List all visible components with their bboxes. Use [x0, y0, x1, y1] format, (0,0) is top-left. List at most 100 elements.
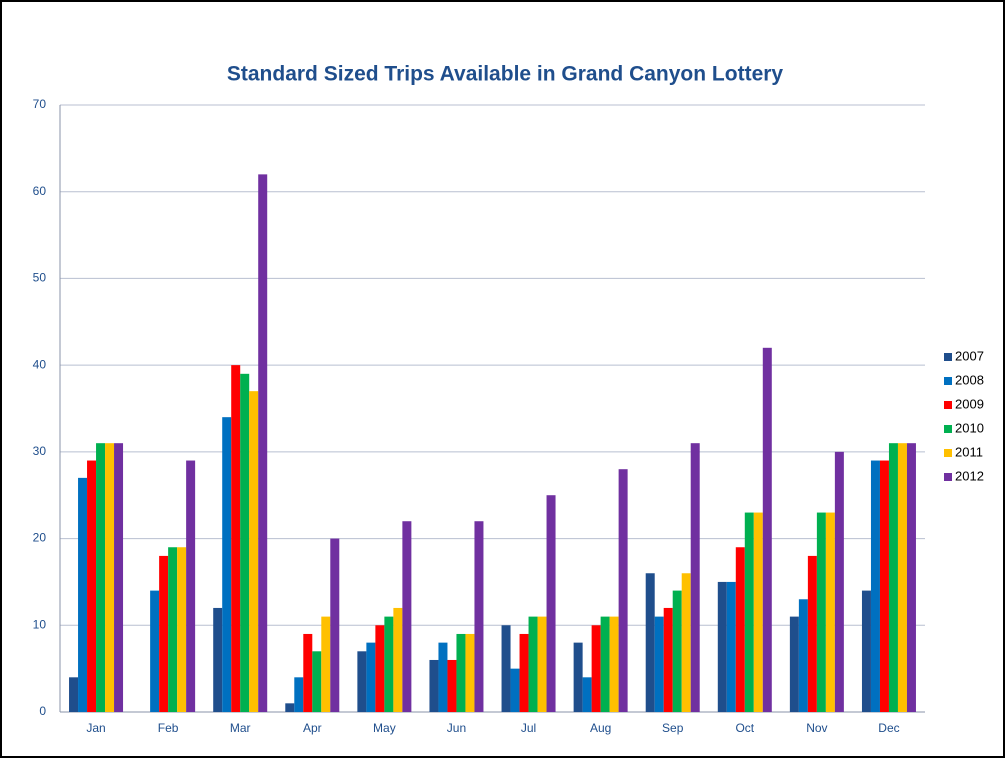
bar — [96, 443, 106, 712]
bar — [159, 555, 169, 712]
bar — [438, 642, 448, 712]
legend-swatch — [944, 473, 952, 481]
x-tick-label: Mar — [230, 721, 251, 735]
x-tick-label: Dec — [878, 721, 899, 735]
bar — [807, 555, 817, 712]
bar — [906, 443, 916, 712]
legend-label: 2007 — [955, 348, 984, 363]
bar — [303, 633, 313, 712]
x-tick-label: Oct — [735, 721, 754, 735]
y-tick-label: 50 — [33, 271, 47, 285]
bar — [726, 581, 736, 712]
bar — [663, 607, 673, 712]
bar — [834, 451, 844, 712]
legend-swatch — [944, 353, 952, 361]
y-tick-label: 70 — [33, 97, 47, 111]
bar — [744, 512, 754, 712]
bar — [168, 547, 178, 712]
bar — [456, 633, 466, 712]
bar — [114, 443, 124, 712]
bar — [825, 512, 835, 712]
bar — [78, 477, 88, 712]
bar — [870, 460, 880, 712]
bar — [681, 573, 691, 712]
x-tick-label: Aug — [590, 721, 611, 735]
bar — [519, 633, 529, 712]
chart-title: Standard Sized Trips Available in Grand … — [227, 63, 784, 86]
bar — [330, 538, 340, 712]
bar — [384, 616, 394, 712]
bar — [537, 616, 547, 712]
x-tick-label: May — [373, 721, 396, 735]
bar — [897, 443, 907, 712]
bar — [717, 581, 727, 712]
bar — [735, 547, 745, 712]
bar — [294, 677, 304, 712]
bar — [528, 616, 538, 712]
bar — [105, 443, 115, 712]
bar — [357, 651, 367, 712]
bar — [87, 460, 97, 712]
bar — [645, 573, 655, 712]
y-tick-label: 10 — [33, 617, 47, 631]
x-tick-label: Sep — [662, 721, 684, 735]
x-tick-label: Nov — [806, 721, 827, 735]
bar — [618, 469, 628, 712]
bar — [888, 443, 898, 712]
legend-label: 2012 — [955, 468, 984, 483]
bar — [582, 677, 592, 712]
y-tick-label: 40 — [33, 357, 47, 371]
legend-label: 2010 — [955, 420, 984, 435]
legend-swatch — [944, 401, 952, 409]
legend-swatch — [944, 425, 952, 433]
bar — [366, 642, 376, 712]
y-tick-label: 60 — [33, 184, 47, 198]
legend-swatch — [944, 449, 952, 457]
bar — [789, 616, 799, 712]
bar — [429, 659, 439, 712]
bar — [150, 590, 160, 712]
bar — [573, 642, 583, 712]
bar — [447, 659, 457, 712]
x-tick-label: Jan — [86, 721, 105, 735]
legend-label: 2008 — [955, 372, 984, 387]
bar — [393, 607, 403, 712]
x-tick-label: Feb — [158, 721, 179, 735]
bar — [186, 460, 196, 712]
y-tick-label: 30 — [33, 444, 47, 458]
bar — [600, 616, 610, 712]
legend-label: 2009 — [955, 396, 984, 411]
bar — [69, 677, 79, 712]
bar — [465, 633, 475, 712]
bar — [501, 625, 511, 712]
bar — [861, 590, 871, 712]
bar — [654, 616, 664, 712]
bar — [213, 607, 223, 712]
x-tick-label: Jun — [447, 721, 466, 735]
y-tick-label: 20 — [33, 531, 47, 545]
legend-label: 2011 — [955, 444, 983, 459]
bar — [672, 590, 682, 712]
x-tick-label: Jul — [521, 721, 536, 735]
bar — [816, 512, 826, 712]
bar — [591, 625, 601, 712]
bar — [402, 521, 412, 712]
bar — [285, 703, 295, 712]
bar — [474, 521, 484, 712]
bar — [312, 651, 322, 712]
bar — [753, 512, 763, 712]
bar — [609, 616, 619, 712]
bar — [375, 625, 385, 712]
bar — [762, 347, 772, 712]
bar — [240, 373, 250, 712]
x-tick-label: Apr — [303, 721, 322, 735]
bar — [690, 443, 700, 712]
bar — [177, 547, 187, 712]
bar — [258, 174, 268, 712]
bar — [798, 599, 808, 712]
bar — [510, 668, 520, 712]
y-tick-label: 0 — [39, 704, 46, 718]
bar — [879, 460, 889, 712]
bar — [249, 391, 259, 712]
